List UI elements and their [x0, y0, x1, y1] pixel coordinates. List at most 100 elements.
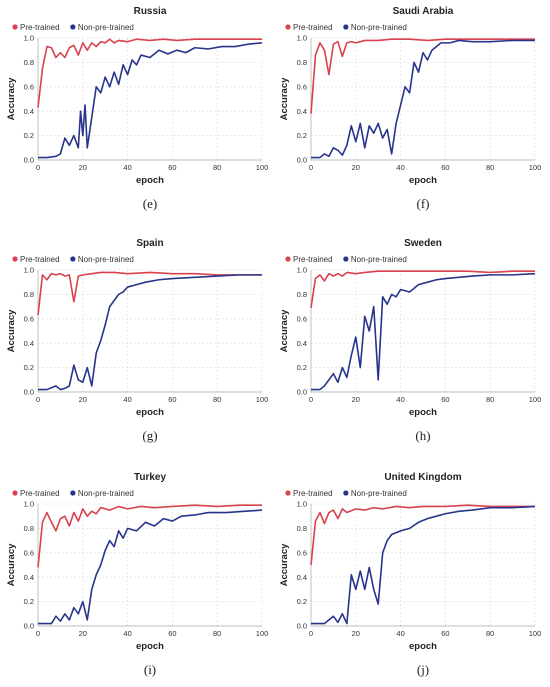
x-tick-label: 20: [352, 163, 360, 172]
y-tick-label: 0.6: [297, 548, 307, 557]
chart-title: Saudi Arabia: [393, 6, 454, 17]
x-tick-label: 60: [168, 163, 176, 172]
chart-panel: Russia Pre-trained Non-pre-trained 0 20 40 60 8…: [6, 6, 268, 211]
x-tick-label: 20: [352, 395, 360, 404]
legend-marker: [70, 24, 76, 30]
y-axis-label: Accuracy: [6, 77, 17, 120]
legend-marker: [343, 256, 349, 262]
y-tick-label: 0.0: [24, 388, 34, 397]
legend-label: Non-pre-trained: [351, 489, 407, 498]
x-tick-label: 20: [79, 163, 87, 172]
y-tick-label: 0.0: [297, 156, 307, 165]
series-line-pretrained: [37, 504, 262, 568]
legend-marker: [343, 490, 349, 496]
x-tick-label: 20: [79, 395, 87, 404]
y-tick-label: 0.8: [297, 524, 307, 533]
y-tick-label: 0.0: [24, 156, 34, 165]
x-tick-label: 40: [123, 395, 131, 404]
legend-label: Pre-trained: [293, 489, 333, 498]
x-tick-label: 60: [168, 629, 176, 638]
y-tick-label: 0.2: [24, 363, 34, 372]
x-tick-label: 80: [213, 163, 221, 172]
y-tick-label: 0.8: [297, 58, 307, 67]
series-line-nonpretrained: [38, 42, 263, 159]
chart-legend: Pre-trained Non-pre-trained: [12, 23, 134, 32]
x-tick-label: 40: [396, 163, 404, 172]
legend-label: Pre-trained: [20, 255, 60, 264]
x-tick-label: 60: [441, 629, 449, 638]
chart-panel: United Kingdom Pre-trained Non-pre-trained…: [279, 472, 541, 677]
x-tick-label: 0: [309, 629, 313, 638]
x-tick-label: 0: [36, 629, 40, 638]
series-line-pretrained: [37, 38, 262, 108]
x-tick-label: 40: [123, 163, 131, 172]
x-tick-label: 20: [352, 629, 360, 638]
chart-legend: Pre-trained Non-pre-trained: [285, 23, 407, 32]
subfigure-caption: (i): [144, 662, 156, 677]
y-tick-label: 0.4: [297, 107, 307, 116]
series-line-nonpretrained: [311, 505, 536, 625]
y-tick-label: 0.4: [24, 573, 34, 582]
x-tick-label: 40: [396, 629, 404, 638]
y-tick-label: 1.0: [24, 266, 34, 275]
legend-marker: [285, 490, 291, 496]
y-tick-label: 0.4: [24, 339, 34, 348]
x-tick-label: 40: [396, 395, 404, 404]
subfigure-caption: (g): [142, 428, 157, 443]
series-line-pretrained: [310, 270, 535, 308]
y-tick-label: 0.4: [297, 573, 307, 582]
x-tick-label: 60: [441, 163, 449, 172]
x-tick-label: 60: [441, 395, 449, 404]
chart-title: Russia: [134, 6, 167, 17]
x-tick-label: 100: [256, 395, 269, 404]
x-tick-label: 80: [213, 395, 221, 404]
x-tick-label: 0: [36, 395, 40, 404]
x-axis-label: epoch: [136, 407, 164, 418]
y-tick-label: 0.4: [297, 339, 307, 348]
legend-marker: [70, 490, 76, 496]
y-tick-label: 0.0: [297, 622, 307, 631]
y-tick-label: 0.8: [24, 58, 34, 67]
series-line-nonpretrained: [311, 39, 535, 159]
x-tick-label: 60: [168, 395, 176, 404]
chart-legend: Pre-trained Non-pre-trained: [285, 255, 407, 264]
subfigure-caption: (f): [417, 196, 430, 211]
y-tick-label: 0.2: [297, 131, 307, 140]
y-tick-label: 1.0: [297, 266, 307, 275]
chart-panel: Turkey Pre-trained Non-pre-trained 0 20 40 60 8…: [6, 472, 268, 677]
legend-marker: [12, 24, 18, 30]
chart-panel: Sweden Pre-trained Non-pre-trained 0 20 40 60 8…: [279, 238, 541, 443]
x-axis-label: epoch: [136, 641, 164, 652]
chart-legend: Pre-trained Non-pre-trained: [12, 255, 134, 264]
x-tick-label: 80: [486, 629, 494, 638]
y-axis-label: Accuracy: [279, 543, 290, 586]
x-axis-label: epoch: [136, 175, 164, 186]
series-line-nonpretrained: [38, 274, 262, 391]
legend-marker: [12, 256, 18, 262]
y-tick-label: 0.8: [24, 290, 34, 299]
chart-panel: Saudi Arabia Pre-trained Non-pre-trained 0 2…: [279, 6, 541, 211]
grid: [310, 503, 536, 627]
y-tick-label: 0.6: [297, 314, 307, 323]
x-tick-label: 100: [529, 629, 542, 638]
series-line-pretrained: [310, 504, 535, 566]
y-tick-label: 1.0: [24, 34, 34, 43]
y-tick-label: 0.6: [24, 314, 34, 323]
x-axis-label: epoch: [409, 175, 437, 186]
subfigure-caption: (j): [417, 662, 429, 677]
x-tick-label: 100: [256, 629, 269, 638]
y-tick-label: 0.0: [24, 622, 34, 631]
x-axis-label: epoch: [409, 641, 437, 652]
x-axis-label: epoch: [409, 407, 437, 418]
grid: [37, 503, 263, 627]
legend-marker: [343, 24, 349, 30]
y-tick-label: 0.6: [297, 82, 307, 91]
x-tick-label: 40: [123, 629, 131, 638]
y-axis-label: Accuracy: [6, 543, 17, 586]
subfigure-caption: (e): [143, 196, 157, 211]
x-tick-label: 20: [79, 629, 87, 638]
x-tick-label: 100: [529, 395, 542, 404]
subfigure-caption: (h): [415, 428, 430, 443]
chart-panel: Spain Pre-trained Non-pre-trained 0 20 40 60 80…: [6, 238, 268, 443]
